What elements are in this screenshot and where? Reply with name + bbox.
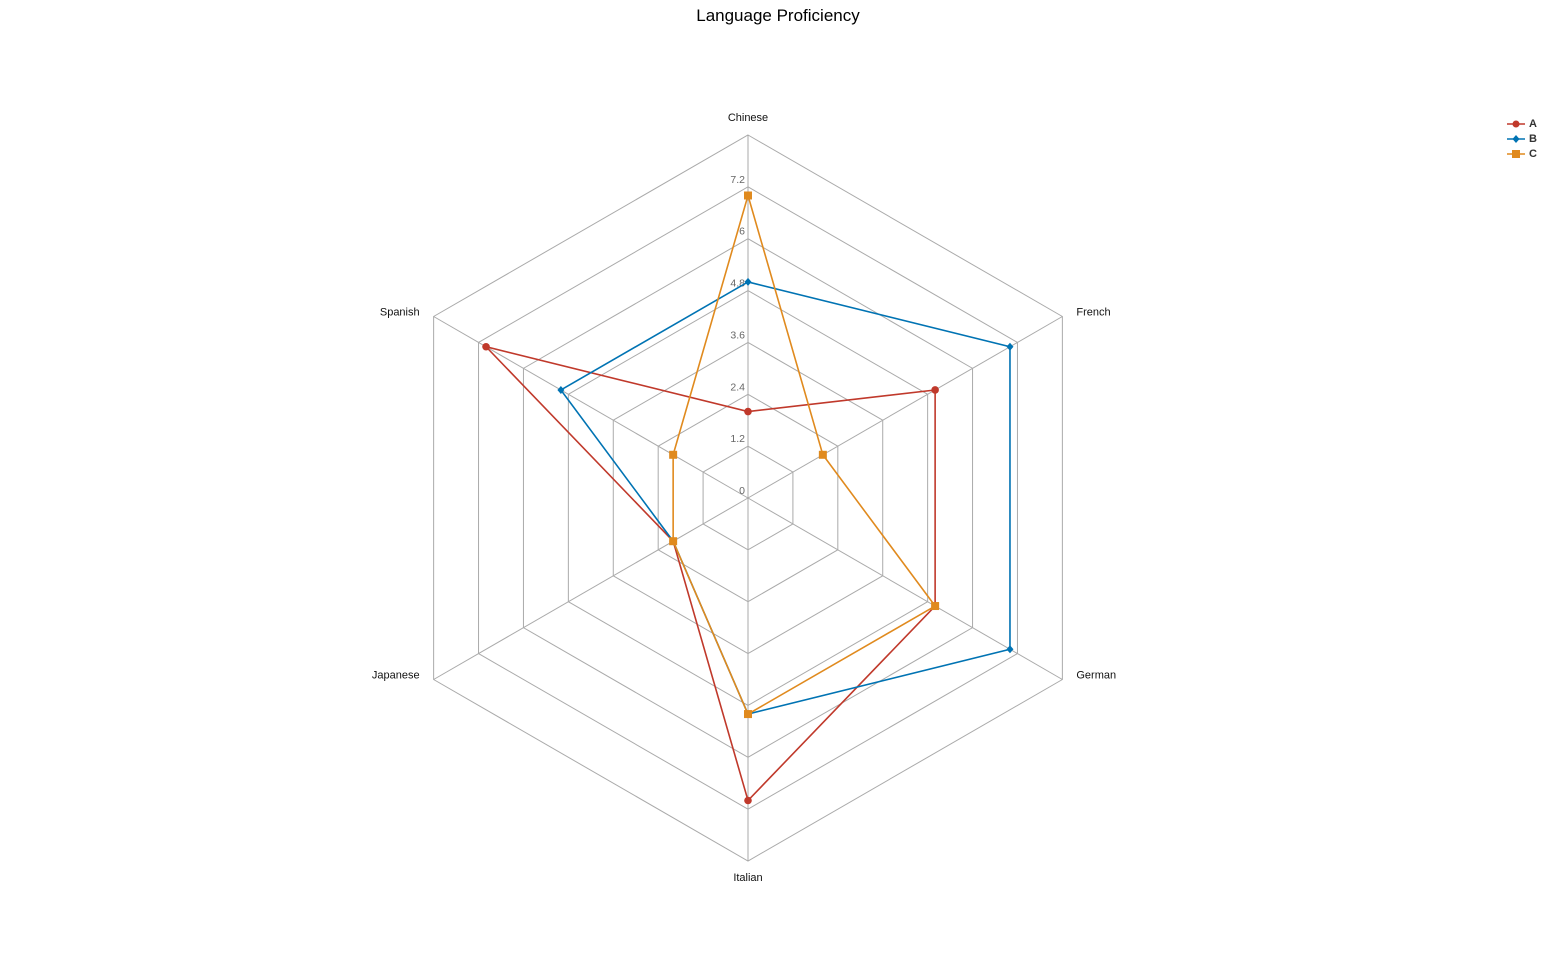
data-point xyxy=(482,342,490,351)
axis-label-french: French xyxy=(1076,307,1110,319)
tick-label: 6 xyxy=(739,226,745,238)
axis-label-japanese: Japanese xyxy=(372,670,420,682)
axis-label-german: German xyxy=(1076,670,1116,682)
legend-swatch xyxy=(1507,149,1525,158)
data-point xyxy=(818,450,827,459)
legend-label: A xyxy=(1529,117,1537,130)
axis-labels: Chinese French German Italian Japanese Spanis… xyxy=(372,112,1116,884)
axis-label-spanish: Spanish xyxy=(380,307,420,319)
data-point xyxy=(931,386,939,394)
grid-spoke xyxy=(747,497,1063,680)
axis-label-italian: Italian xyxy=(733,872,762,884)
grid-spoke xyxy=(433,316,749,499)
series-line-a xyxy=(483,345,936,803)
legend-item-c[interactable]: C xyxy=(1507,146,1537,161)
series-layer xyxy=(482,191,1014,805)
legend-swatch xyxy=(1507,120,1525,127)
legend-label: B xyxy=(1529,132,1537,145)
data-point xyxy=(557,385,565,394)
data-point xyxy=(744,277,752,286)
series-line-b xyxy=(559,281,1011,716)
grid-spoke xyxy=(747,316,1063,499)
series-line-c xyxy=(672,192,937,716)
axis-label-chinese: Chinese xyxy=(728,112,768,124)
tick-label: 7.2 xyxy=(730,174,745,186)
tick-label: 2.4 xyxy=(730,381,745,393)
tick-label: 3.6 xyxy=(730,329,745,341)
series-a xyxy=(482,342,939,805)
data-point xyxy=(1006,645,1014,654)
data-point xyxy=(744,710,752,719)
series-c xyxy=(669,191,940,719)
data-point xyxy=(744,191,752,200)
legend-item-a[interactable]: A xyxy=(1507,116,1537,131)
grid-layer xyxy=(433,134,1063,862)
series-b xyxy=(557,277,1014,719)
chart-title: Language Proficiency xyxy=(696,6,860,25)
tick-label: 1.2 xyxy=(730,433,745,445)
legend-item-b[interactable]: B xyxy=(1507,131,1537,146)
legend-swatch xyxy=(1507,134,1525,143)
data-point xyxy=(1006,342,1014,351)
grid-spoke xyxy=(433,497,749,680)
data-point xyxy=(669,537,678,546)
legend-label: C xyxy=(1529,147,1537,160)
data-point xyxy=(744,407,752,416)
data-point xyxy=(931,602,940,611)
tick-label: 0 xyxy=(739,485,745,497)
data-point xyxy=(744,796,752,805)
data-point xyxy=(669,450,678,459)
